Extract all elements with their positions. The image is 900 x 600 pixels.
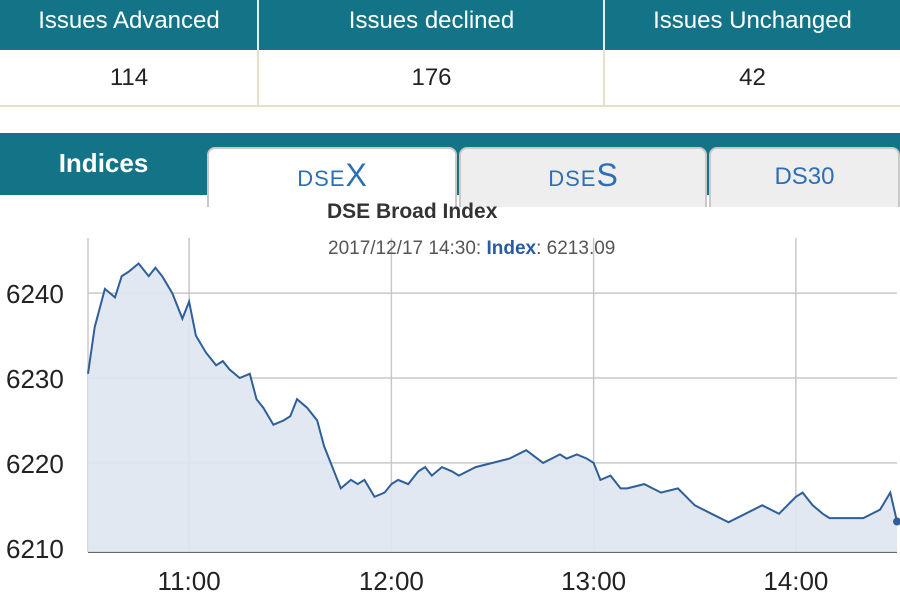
tab-dsex[interactable]: DSEX: [207, 147, 457, 207]
value-issues-advanced: 114: [109, 64, 149, 91]
column-divider: [257, 0, 259, 50]
column-divider: [603, 50, 605, 105]
x-tick-label: 14:00: [763, 566, 828, 596]
chart-title: DSE Broad Index: [327, 200, 498, 223]
indices-label: Indices: [58, 148, 149, 178]
tab-ds30-label: DS30: [774, 163, 835, 190]
tab-dses-suffix: S: [596, 157, 618, 193]
tab-ds30[interactable]: DS30: [709, 147, 900, 207]
tab-dses-prefix: DSE: [548, 166, 597, 191]
tab-dsex-prefix: DSE: [297, 166, 346, 191]
x-tick-label: 12:00: [359, 566, 424, 596]
y-tick-label: 6220: [6, 449, 64, 479]
column-divider: [257, 50, 259, 105]
market-summary-table: Issues Advanced Issues declined Issues U…: [0, 0, 900, 108]
last-point-marker: [893, 517, 900, 526]
column-divider: [603, 0, 605, 50]
header-issues-unchanged: Issues Unchanged: [653, 7, 852, 34]
header-issues-declined: Issues declined: [348, 7, 515, 34]
summary-header-row: Issues Advanced Issues declined Issues U…: [0, 0, 900, 50]
value-issues-unchanged: 42: [739, 64, 766, 91]
series-line: [87, 262, 898, 524]
y-tick-label: 6210: [6, 534, 64, 564]
x-tick-label: 11:00: [158, 566, 221, 596]
y-tick-label: 6240: [6, 279, 64, 309]
summary-value-row: 114 176 42: [0, 50, 900, 107]
series-area: [88, 263, 897, 552]
header-issues-advanced: Issues Advanced: [38, 7, 220, 34]
y-tick-label: 6230: [6, 364, 64, 394]
x-tick-label: 13:00: [561, 566, 626, 596]
value-issues-declined: 176: [411, 64, 452, 91]
chart-tooltip: 2017/12/17 14:30: Index: 6213.09: [328, 238, 616, 259]
tab-dsex-suffix: X: [345, 157, 367, 193]
tooltip-value: 6213.09: [546, 238, 616, 259]
tooltip-label: Index: [486, 238, 537, 259]
tab-dses[interactable]: DSES: [459, 147, 707, 207]
tooltip-timestamp: 2017/12/17 14:30:: [328, 238, 482, 259]
